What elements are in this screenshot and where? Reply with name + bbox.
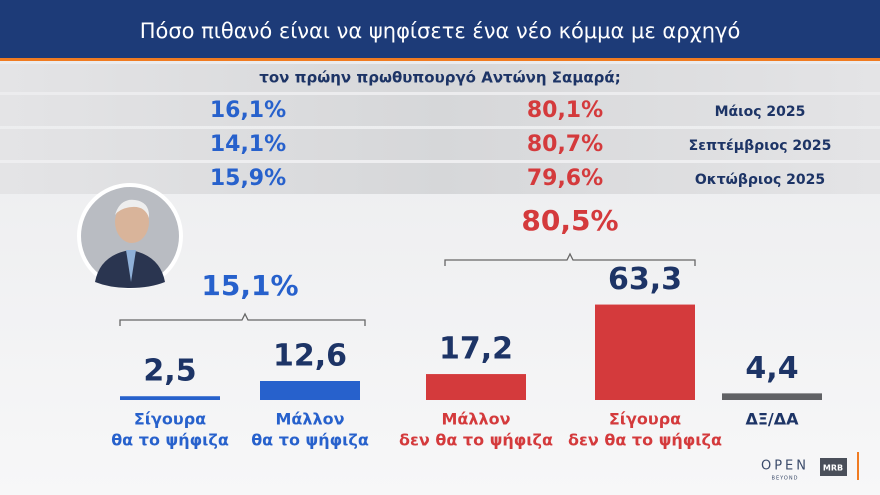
subtitle-band [0, 64, 880, 92]
history-cell: Μάιος 2025 [715, 104, 806, 120]
value-label: 17,2 [439, 332, 513, 367]
history-cell: 80,7% [527, 132, 603, 157]
category-label: Σίγουρα [134, 410, 206, 429]
value-label: 63,3 [608, 262, 682, 297]
bar [120, 396, 220, 400]
category-label: θα το ψήφιζα [251, 431, 369, 450]
portrait [77, 183, 183, 289]
category-label: Μάλλον [275, 410, 344, 429]
title-band [0, 0, 880, 58]
bracket [444, 252, 696, 266]
bracket [119, 312, 366, 326]
bracket-label: 15,1% [201, 269, 298, 302]
category-label: Σίγουρα [609, 410, 681, 429]
value-label: 12,6 [273, 339, 347, 374]
pollster-logo: MRB [823, 464, 843, 473]
history-cell: Οκτώβριος 2025 [695, 172, 825, 188]
history-row [0, 129, 880, 160]
title: Πόσο πιθανό είναι να ψηφίσετε ένα νέο κό… [140, 19, 741, 43]
pollster-box [820, 458, 847, 476]
bar [722, 393, 822, 400]
bar [426, 374, 526, 400]
history-cell: 15,9% [210, 166, 286, 191]
subtitle: τον πρώην πρωθυπουργό Αντώνη Σαμαρά; [259, 69, 620, 87]
category-label: ΔΞ/ΔΑ [745, 410, 799, 429]
category-label: Μάλλον [441, 410, 510, 429]
brand-logo: OPEN [761, 459, 809, 474]
category-label: δεν θα το ψήφιζα [399, 431, 553, 450]
category-label: δεν θα το ψήφιζα [568, 431, 722, 450]
history-cell: 79,6% [527, 166, 603, 191]
history-row [0, 95, 880, 126]
bar [595, 304, 695, 400]
bar [260, 381, 360, 400]
history-cell: 16,1% [210, 98, 286, 123]
value-label: 2,5 [143, 354, 196, 389]
accent-mark [857, 452, 859, 480]
category-label: θα το ψήφιζα [111, 431, 229, 450]
value-label: 4,4 [745, 351, 798, 386]
history-cell: 14,1% [210, 132, 286, 157]
history-cell: Σεπτέμβριος 2025 [689, 138, 832, 154]
accent-line [0, 58, 880, 61]
history-cell: 80,1% [527, 98, 603, 123]
brand-logo-sub: BEYOND [772, 476, 799, 482]
bracket-label: 80,5% [521, 204, 618, 237]
